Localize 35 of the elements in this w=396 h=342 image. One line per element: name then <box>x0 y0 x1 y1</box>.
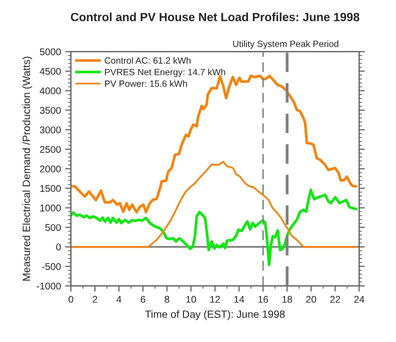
x-tick-label: 10 <box>186 296 196 303</box>
y-tick-label: 1500 <box>40 185 61 192</box>
x-tick-label: 24 <box>354 296 364 303</box>
y-axis-title: Measured Electrical Demand /Production (Watts) <box>22 56 32 281</box>
legend-label: Control AC: 61.2 kWh <box>104 57 191 64</box>
x-axis-title: Time of Day (EST): June 1998 <box>145 310 285 320</box>
y-tick-label: 4000 <box>40 87 61 94</box>
y-tick-label: 5000 <box>40 48 61 56</box>
y-tick-label: -500 <box>42 263 61 270</box>
x-tick-label: 0 <box>68 296 74 303</box>
y-tick-label: 500 <box>45 224 61 231</box>
x-tick-label: 16 <box>258 296 268 303</box>
x-tick-label: 18 <box>282 296 292 303</box>
text: Utility System Peak Period <box>233 40 338 49</box>
y-tick-label: 2000 <box>40 166 61 172</box>
x-tick-label: 12 <box>210 296 220 303</box>
x-tick-label: 8 <box>164 296 170 303</box>
y-tick-label: 4500 <box>40 68 61 75</box>
line-series <box>70 188 358 266</box>
x-tick-label: 6 <box>140 296 146 303</box>
line-series <box>70 160 358 248</box>
legend-label: PVRES Net Energy: 14.7 kWh <box>105 68 226 78</box>
x-tick-label: 2 <box>92 296 98 303</box>
legend-label: PV Power: 15.6 kWh <box>105 80 187 87</box>
y-tick-label: 3500 <box>40 106 61 114</box>
chart-title: Control and PV House Net Load Profiles: June 1998 <box>70 12 360 22</box>
y-tick-label: 1000 <box>40 204 61 212</box>
y-tick-label: 3000 <box>40 126 61 134</box>
y-tick-label: 0 <box>56 244 61 250</box>
x-tick-label: 22 <box>330 296 340 303</box>
x-tick-label: 4 <box>116 296 122 303</box>
x-tick-label: 14 <box>234 296 244 303</box>
x-tick-label: 20 <box>306 296 316 303</box>
y-tick-label: -1000 <box>36 282 61 290</box>
y-tick-label: 2500 <box>40 146 61 153</box>
